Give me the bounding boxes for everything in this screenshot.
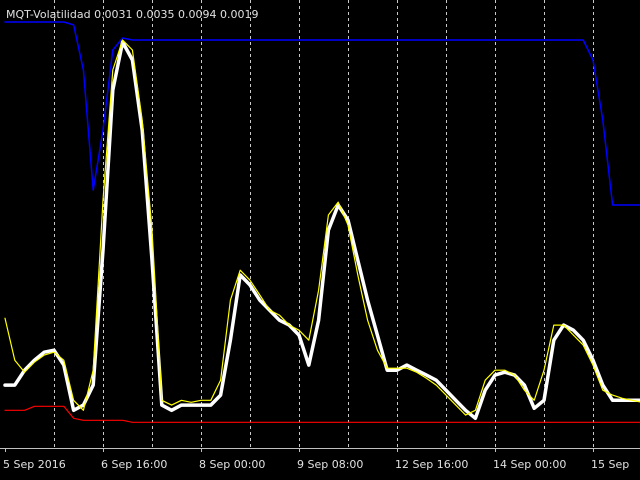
series-line xyxy=(3,40,640,421)
x-axis: 5 Sep 2016 6 Sep 16:00 8 Sep 00:00 9 Sep 08… xyxy=(3,448,629,471)
series-line xyxy=(4,405,640,423)
series-line xyxy=(4,39,640,416)
chart-title: MQT-Volatilidad 0.0031 0.0035 0.0094 0.0… xyxy=(6,8,259,21)
x-tick-label: 5 Sep 2016 xyxy=(3,458,66,471)
x-tick-label: 6 Sep 16:00 xyxy=(101,458,167,471)
x-tick-label: 14 Sep 00:00 xyxy=(493,458,566,471)
x-tick-label: 15 Sep xyxy=(591,458,629,471)
x-tick-label: 9 Sep 08:00 xyxy=(297,458,363,471)
series-line xyxy=(4,21,640,206)
plot-lines xyxy=(3,21,640,423)
x-tick-label: 8 Sep 00:00 xyxy=(199,458,265,471)
x-tick-label: 12 Sep 16:00 xyxy=(395,458,468,471)
